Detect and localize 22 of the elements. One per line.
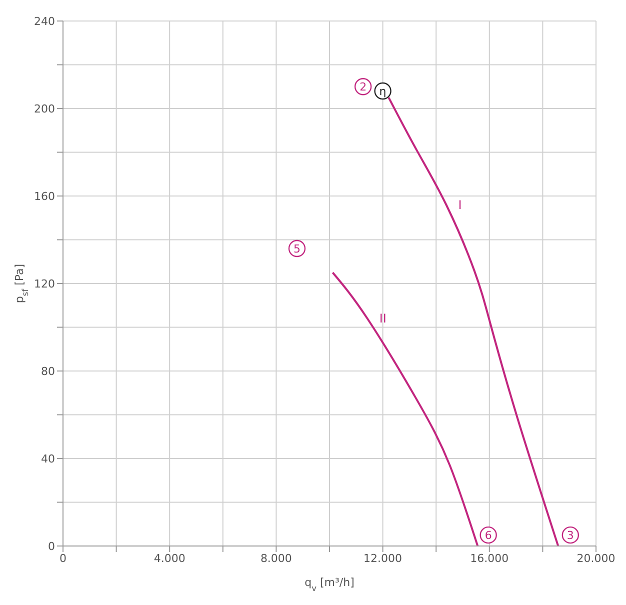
- annotation: η: [379, 85, 386, 98]
- y-tick-label: 80: [41, 364, 55, 378]
- y-tick-label: 120: [34, 277, 55, 290]
- y-tick-label: 40: [41, 452, 55, 466]
- annotation: 3: [566, 529, 574, 542]
- y-tick-label: 160: [34, 190, 55, 203]
- x-tick-label: 20.000: [576, 552, 616, 565]
- annotation: 5: [293, 242, 300, 256]
- x-tick-label: 8.000: [260, 552, 292, 565]
- x-tick-label: 16.000: [470, 552, 509, 565]
- y-tick-label: 0: [48, 540, 55, 553]
- y-tick-label: 200: [34, 102, 55, 116]
- annotation: 6: [484, 529, 492, 542]
- annotation: 2: [360, 80, 367, 94]
- y-tick-label: 240: [34, 14, 55, 28]
- line-series: [332, 272, 479, 546]
- x-axis-title: q$_{v}$ [m³/h]: [304, 576, 354, 593]
- x-tick-label: 0: [60, 552, 66, 565]
- series-label: I: [458, 198, 462, 212]
- series-label: II: [379, 312, 386, 326]
- x-tick-label: 4.000: [154, 552, 186, 565]
- x-tick-label: 12.000: [364, 552, 402, 565]
